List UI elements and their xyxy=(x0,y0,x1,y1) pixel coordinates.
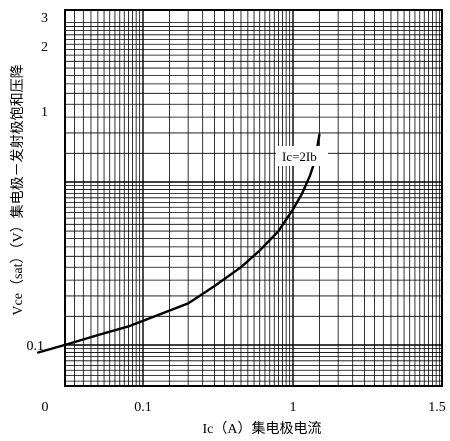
grid xyxy=(65,10,442,386)
y-tick-label: 2 xyxy=(41,40,48,55)
y-tick-labels: 0.1 1 2 3 xyxy=(27,11,49,354)
x-tick-label: 1 xyxy=(290,400,297,415)
x-tick-labels: 0 0.1 1 1.5 xyxy=(42,400,446,415)
y-tick-label: 0.1 xyxy=(27,339,45,354)
x-axis-label: Ic（A）集电极电流 xyxy=(203,420,322,437)
y-tick-label: 1 xyxy=(41,105,48,120)
x-tick-label: 0 xyxy=(42,400,49,415)
annotation-label: Ic=2Ib xyxy=(282,149,317,164)
plot-frame xyxy=(64,9,443,387)
annotation-background xyxy=(276,146,328,166)
series-line xyxy=(37,133,321,354)
y-tick-label: 3 xyxy=(41,11,48,26)
x-tick-label: 0.1 xyxy=(134,400,152,415)
x-tick-label: 1.5 xyxy=(428,400,446,415)
y-axis-label: Vce（sat）（V）集电极－发射极饱和压降 xyxy=(9,64,26,315)
